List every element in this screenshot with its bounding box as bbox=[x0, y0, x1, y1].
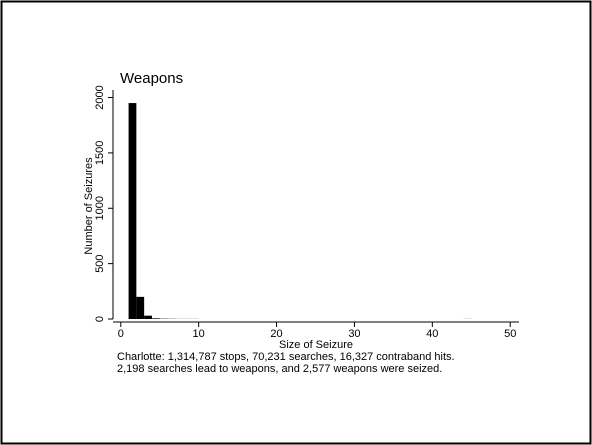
bar bbox=[136, 296, 145, 319]
bar bbox=[128, 103, 137, 319]
y-tick-label: 0 bbox=[94, 316, 106, 322]
y-tick-label: 1000 bbox=[94, 196, 106, 220]
note: 2,198 searches lead to weapons, and 2,57… bbox=[117, 363, 442, 375]
bar bbox=[151, 318, 160, 319]
y-axis-title: Number of Seizures bbox=[83, 157, 95, 255]
y-tick-label: 500 bbox=[94, 254, 106, 272]
y-tick-label: 1500 bbox=[94, 141, 106, 165]
x-tick-label: 20 bbox=[270, 328, 282, 340]
x-tick-label: 40 bbox=[426, 328, 438, 340]
y-tick-label: 2000 bbox=[94, 85, 106, 109]
x-tick-label: 50 bbox=[504, 328, 516, 340]
x-tick-label: 0 bbox=[118, 328, 124, 340]
x-axis-title: Size of Seizure bbox=[279, 339, 353, 351]
chart-title: Weapons bbox=[120, 70, 183, 87]
bar bbox=[144, 315, 152, 319]
x-tick-label: 30 bbox=[348, 328, 360, 340]
x-tick-label: 10 bbox=[193, 328, 205, 340]
note: Charlotte: 1,314,787 stops, 70,231 searc… bbox=[117, 351, 455, 363]
